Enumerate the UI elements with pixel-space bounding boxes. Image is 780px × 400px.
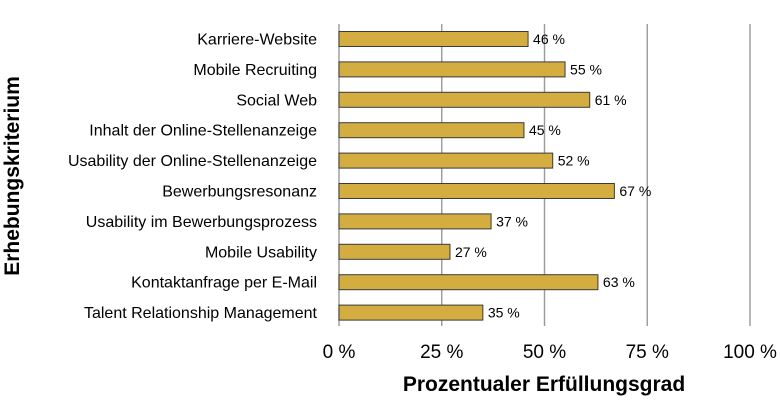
category-label: Social Web <box>236 92 317 109</box>
data-label: 67 % <box>619 183 651 199</box>
data-label: 45 % <box>529 122 561 138</box>
bar-1 <box>338 31 529 47</box>
data-label: 35 % <box>488 305 520 321</box>
data-label: 55 % <box>570 61 602 77</box>
x-tick-label-0: 0 % <box>323 342 356 363</box>
bar-3 <box>338 91 591 108</box>
bar-9 <box>338 274 599 291</box>
x-tick-label-25: 25 % <box>420 342 463 363</box>
bar-7 <box>338 213 492 230</box>
category-label: Usability der Online-Stellenanzeige <box>68 153 317 170</box>
x-tick-labels: 0 % 25 % 50 % 75 % 100 % <box>323 342 777 363</box>
bar-6 <box>338 183 615 199</box>
data-label: 37 % <box>496 213 528 229</box>
category-label: Bewerbungsresonanz <box>162 184 317 201</box>
data-labels: 46 % 55 % 61 % 45 % 52 % 67 % 37 % 27 % 63 % 35 % <box>455 31 651 321</box>
x-tick-label-75: 75 % <box>626 342 669 363</box>
bars <box>338 31 615 321</box>
data-label: 63 % <box>603 274 635 290</box>
category-label: Talent Relationship Management <box>84 305 318 322</box>
data-label: 27 % <box>455 244 487 260</box>
y-axis-title: Erhebungskriterium <box>1 76 24 276</box>
category-label: Karriere-Website <box>197 32 317 49</box>
x-axis-title: Prozentualer Erfüllungsgrad <box>403 373 685 396</box>
bar-4 <box>338 122 525 139</box>
bar-2 <box>338 61 566 78</box>
category-label: Mobile Recruiting <box>193 62 317 79</box>
category-labels: Karriere-Website Mobile Recruiting Social … <box>68 32 318 323</box>
category-label: Usability im Bewerbungsprozess <box>86 214 317 231</box>
bar-10 <box>338 304 484 321</box>
category-label: Inhalt der Online-Stellenanzeige <box>89 123 317 140</box>
x-tick-label-50: 50 % <box>523 342 566 363</box>
data-label: 46 % <box>533 31 565 47</box>
data-label: 52 % <box>558 153 590 169</box>
data-label: 61 % <box>595 92 627 108</box>
category-label: Kontaktanfrage per E-Mail <box>131 275 317 292</box>
bar-8 <box>338 243 451 260</box>
category-label: Mobile Usability <box>205 244 317 261</box>
bar-5 <box>338 152 554 169</box>
x-tick-label-100: 100 % <box>723 342 777 363</box>
